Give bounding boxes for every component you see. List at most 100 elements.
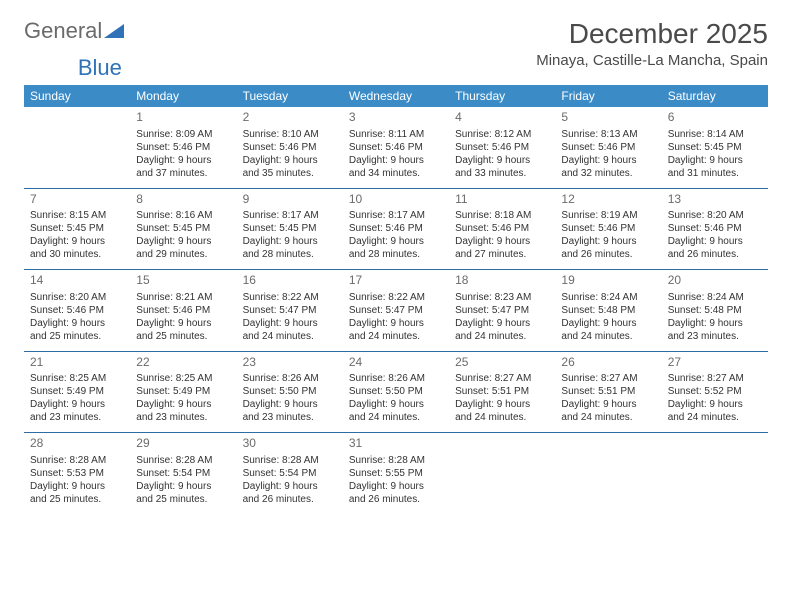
logo-text-blue: Blue — [78, 55, 122, 80]
sunrise-text: Sunrise: 8:21 AM — [136, 291, 230, 304]
daylight-text: Daylight: 9 hours and 23 minutes. — [243, 398, 337, 424]
sunset-text: Sunset: 5:46 PM — [561, 141, 655, 154]
sunset-text: Sunset: 5:52 PM — [668, 385, 762, 398]
calendar-day-cell — [449, 433, 555, 514]
daylight-text: Daylight: 9 hours and 32 minutes. — [561, 154, 655, 180]
day-number: 18 — [455, 273, 549, 289]
sunset-text: Sunset: 5:53 PM — [30, 467, 124, 480]
day-number: 26 — [561, 355, 655, 371]
day-number: 10 — [349, 192, 443, 208]
sunset-text: Sunset: 5:49 PM — [30, 385, 124, 398]
sunrise-text: Sunrise: 8:26 AM — [349, 372, 443, 385]
sunset-text: Sunset: 5:47 PM — [349, 304, 443, 317]
sunset-text: Sunset: 5:46 PM — [561, 222, 655, 235]
calendar-day-cell: 18Sunrise: 8:23 AMSunset: 5:47 PMDayligh… — [449, 270, 555, 352]
daylight-text: Daylight: 9 hours and 23 minutes. — [668, 317, 762, 343]
calendar-day-cell: 25Sunrise: 8:27 AMSunset: 5:51 PMDayligh… — [449, 351, 555, 433]
calendar-day-cell: 22Sunrise: 8:25 AMSunset: 5:49 PMDayligh… — [130, 351, 236, 433]
daylight-text: Daylight: 9 hours and 26 minutes. — [349, 480, 443, 506]
sunset-text: Sunset: 5:54 PM — [243, 467, 337, 480]
logo-triangle-icon — [104, 22, 126, 40]
day-number: 17 — [349, 273, 443, 289]
sunset-text: Sunset: 5:45 PM — [30, 222, 124, 235]
sunset-text: Sunset: 5:49 PM — [136, 385, 230, 398]
sunrise-text: Sunrise: 8:28 AM — [243, 454, 337, 467]
weekday-header: Thursday — [449, 85, 555, 107]
calendar-day-cell: 3Sunrise: 8:11 AMSunset: 5:46 PMDaylight… — [343, 107, 449, 188]
daylight-text: Daylight: 9 hours and 34 minutes. — [349, 154, 443, 180]
daylight-text: Daylight: 9 hours and 37 minutes. — [136, 154, 230, 180]
daylight-text: Daylight: 9 hours and 26 minutes. — [561, 235, 655, 261]
sunset-text: Sunset: 5:48 PM — [668, 304, 762, 317]
calendar-day-cell — [24, 107, 130, 188]
day-number: 28 — [30, 436, 124, 452]
daylight-text: Daylight: 9 hours and 24 minutes. — [561, 317, 655, 343]
sunrise-text: Sunrise: 8:27 AM — [455, 372, 549, 385]
sunrise-text: Sunrise: 8:11 AM — [349, 128, 443, 141]
weekday-header: Monday — [130, 85, 236, 107]
calendar-day-cell: 21Sunrise: 8:25 AMSunset: 5:49 PMDayligh… — [24, 351, 130, 433]
daylight-text: Daylight: 9 hours and 24 minutes. — [668, 398, 762, 424]
calendar-day-cell: 19Sunrise: 8:24 AMSunset: 5:48 PMDayligh… — [555, 270, 661, 352]
sunset-text: Sunset: 5:46 PM — [668, 222, 762, 235]
day-number: 11 — [455, 192, 549, 208]
day-number: 6 — [668, 110, 762, 126]
sunrise-text: Sunrise: 8:22 AM — [243, 291, 337, 304]
day-number: 29 — [136, 436, 230, 452]
sunrise-text: Sunrise: 8:28 AM — [136, 454, 230, 467]
sunrise-text: Sunrise: 8:14 AM — [668, 128, 762, 141]
daylight-text: Daylight: 9 hours and 31 minutes. — [668, 154, 762, 180]
daylight-text: Daylight: 9 hours and 25 minutes. — [136, 317, 230, 343]
day-number: 4 — [455, 110, 549, 126]
sunset-text: Sunset: 5:45 PM — [136, 222, 230, 235]
daylight-text: Daylight: 9 hours and 35 minutes. — [243, 154, 337, 180]
calendar-day-cell: 24Sunrise: 8:26 AMSunset: 5:50 PMDayligh… — [343, 351, 449, 433]
day-number: 9 — [243, 192, 337, 208]
sunrise-text: Sunrise: 8:27 AM — [668, 372, 762, 385]
calendar-day-cell: 12Sunrise: 8:19 AMSunset: 5:46 PMDayligh… — [555, 188, 661, 270]
sunset-text: Sunset: 5:48 PM — [561, 304, 655, 317]
calendar-day-cell: 5Sunrise: 8:13 AMSunset: 5:46 PMDaylight… — [555, 107, 661, 188]
day-number: 7 — [30, 192, 124, 208]
sunset-text: Sunset: 5:46 PM — [455, 141, 549, 154]
sunset-text: Sunset: 5:46 PM — [349, 222, 443, 235]
day-number: 8 — [136, 192, 230, 208]
sunrise-text: Sunrise: 8:09 AM — [136, 128, 230, 141]
calendar-day-cell: 17Sunrise: 8:22 AMSunset: 5:47 PMDayligh… — [343, 270, 449, 352]
sunrise-text: Sunrise: 8:16 AM — [136, 209, 230, 222]
daylight-text: Daylight: 9 hours and 24 minutes. — [349, 398, 443, 424]
logo-line2: GeneBlue — [24, 55, 768, 81]
calendar-week-row: 21Sunrise: 8:25 AMSunset: 5:49 PMDayligh… — [24, 351, 768, 433]
calendar-day-cell: 11Sunrise: 8:18 AMSunset: 5:46 PMDayligh… — [449, 188, 555, 270]
weekday-header: Friday — [555, 85, 661, 107]
calendar-week-row: 7Sunrise: 8:15 AMSunset: 5:45 PMDaylight… — [24, 188, 768, 270]
calendar-day-cell: 29Sunrise: 8:28 AMSunset: 5:54 PMDayligh… — [130, 433, 236, 514]
sunset-text: Sunset: 5:51 PM — [455, 385, 549, 398]
sunset-text: Sunset: 5:46 PM — [243, 141, 337, 154]
sunset-text: Sunset: 5:46 PM — [349, 141, 443, 154]
calendar-day-cell: 7Sunrise: 8:15 AMSunset: 5:45 PMDaylight… — [24, 188, 130, 270]
daylight-text: Daylight: 9 hours and 24 minutes. — [455, 398, 549, 424]
calendar-day-cell — [555, 433, 661, 514]
sunrise-text: Sunrise: 8:20 AM — [30, 291, 124, 304]
sunrise-text: Sunrise: 8:28 AM — [349, 454, 443, 467]
daylight-text: Daylight: 9 hours and 23 minutes. — [30, 398, 124, 424]
daylight-text: Daylight: 9 hours and 26 minutes. — [668, 235, 762, 261]
weekday-header: Wednesday — [343, 85, 449, 107]
day-number: 16 — [243, 273, 337, 289]
calendar-day-cell: 27Sunrise: 8:27 AMSunset: 5:52 PMDayligh… — [662, 351, 768, 433]
sunrise-text: Sunrise: 8:17 AM — [349, 209, 443, 222]
day-number: 31 — [349, 436, 443, 452]
calendar-day-cell: 13Sunrise: 8:20 AMSunset: 5:46 PMDayligh… — [662, 188, 768, 270]
sunset-text: Sunset: 5:46 PM — [136, 141, 230, 154]
weekday-header-row: Sunday Monday Tuesday Wednesday Thursday… — [24, 85, 768, 107]
month-title: December 2025 — [536, 18, 768, 50]
day-number: 19 — [561, 273, 655, 289]
sunrise-text: Sunrise: 8:12 AM — [455, 128, 549, 141]
sunset-text: Sunset: 5:47 PM — [243, 304, 337, 317]
weekday-header: Saturday — [662, 85, 768, 107]
day-number: 14 — [30, 273, 124, 289]
daylight-text: Daylight: 9 hours and 33 minutes. — [455, 154, 549, 180]
day-number: 15 — [136, 273, 230, 289]
calendar-day-cell: 4 Sunrise: 8:12 AMSunset: 5:46 PMDaylight… — [449, 107, 555, 188]
